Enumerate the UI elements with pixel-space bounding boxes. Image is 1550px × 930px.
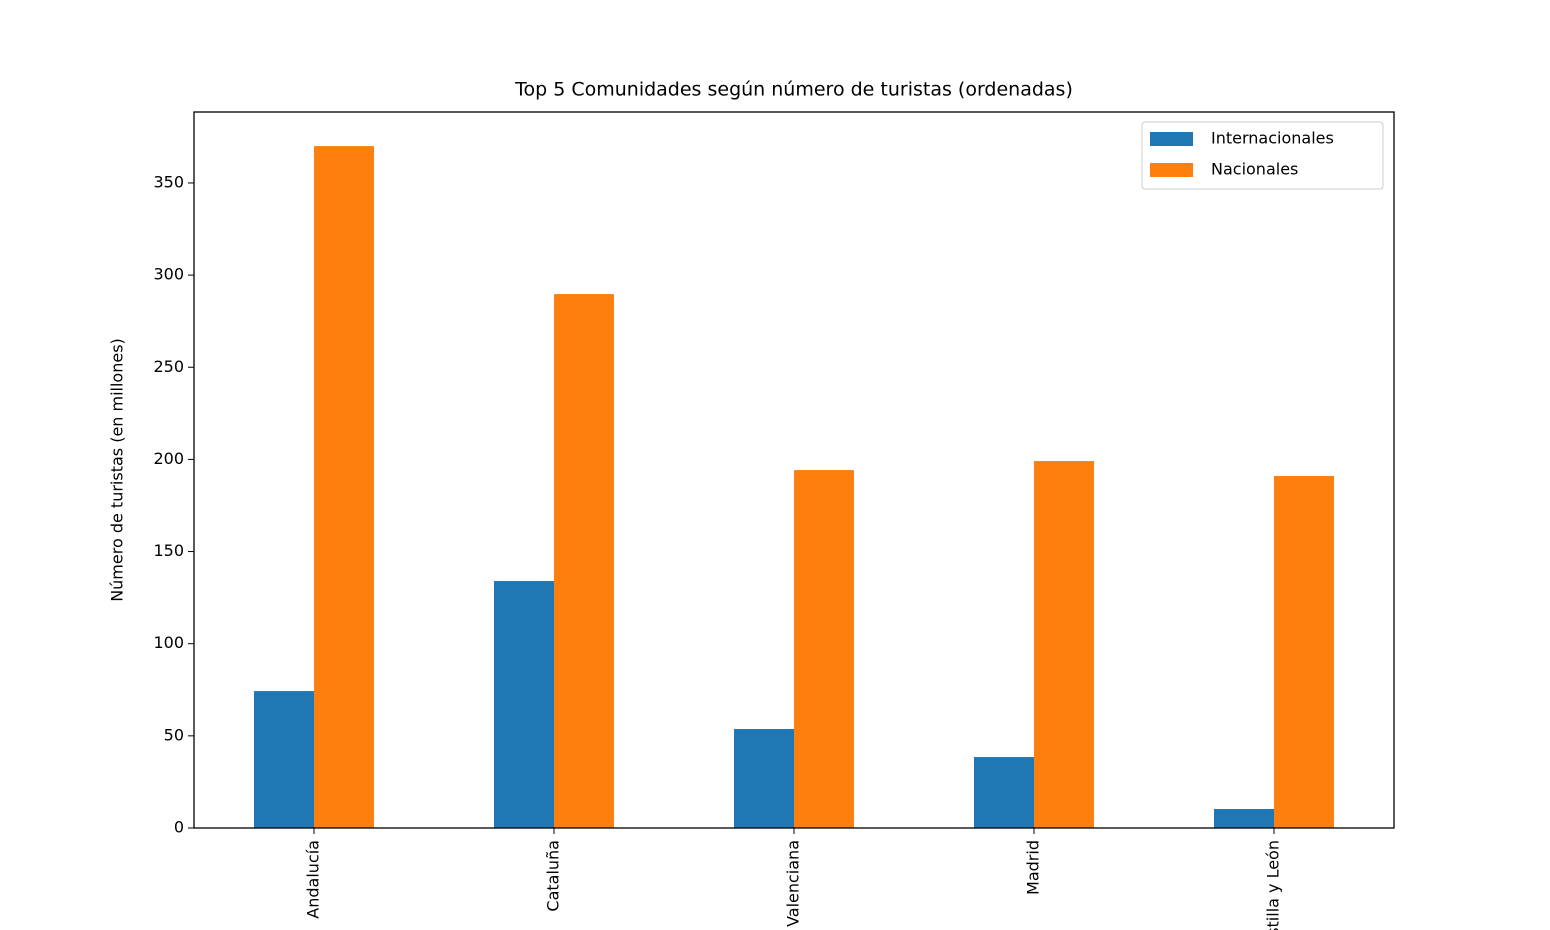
y-tick-label: 150: [153, 541, 184, 560]
x-tick-label: Andalucía: [304, 840, 323, 919]
y-tick-label: 250: [153, 357, 184, 376]
bar: [314, 146, 374, 829]
bar: [494, 581, 554, 828]
x-tick-label: Comunidad Valenciana: [784, 840, 803, 930]
legend-label: Internacionales: [1211, 129, 1334, 148]
y-tick-label: 300: [153, 265, 184, 284]
bar: [254, 691, 314, 828]
bar: [1034, 461, 1094, 828]
plot-frame: [193, 111, 1395, 829]
legend-box: [1141, 121, 1384, 190]
bar: [734, 729, 794, 828]
bar: [794, 470, 854, 828]
y-tick-label: 200: [153, 449, 184, 468]
x-tick-label: Madrid: [1024, 840, 1043, 895]
y-tick-label: 100: [153, 633, 184, 652]
chart-title: Top 5 Comunidades según número de turist…: [514, 79, 1073, 101]
y-tick-label: 0: [174, 818, 184, 837]
x-tick-label: Cataluña: [544, 840, 563, 912]
y-tick-label: 350: [153, 172, 184, 191]
bar: [554, 294, 614, 828]
legend-label: Nacionales: [1211, 160, 1298, 179]
bar: [1274, 475, 1334, 828]
x-tick-label: Castilla y León: [1264, 840, 1283, 930]
y-axis-label: Número de turistas (en millones): [108, 338, 127, 602]
y-tick-label: 50: [164, 725, 184, 744]
bar: [974, 757, 1034, 828]
legend-swatch: [1150, 163, 1193, 177]
legend-swatch: [1150, 132, 1193, 146]
bar: [1214, 809, 1274, 828]
